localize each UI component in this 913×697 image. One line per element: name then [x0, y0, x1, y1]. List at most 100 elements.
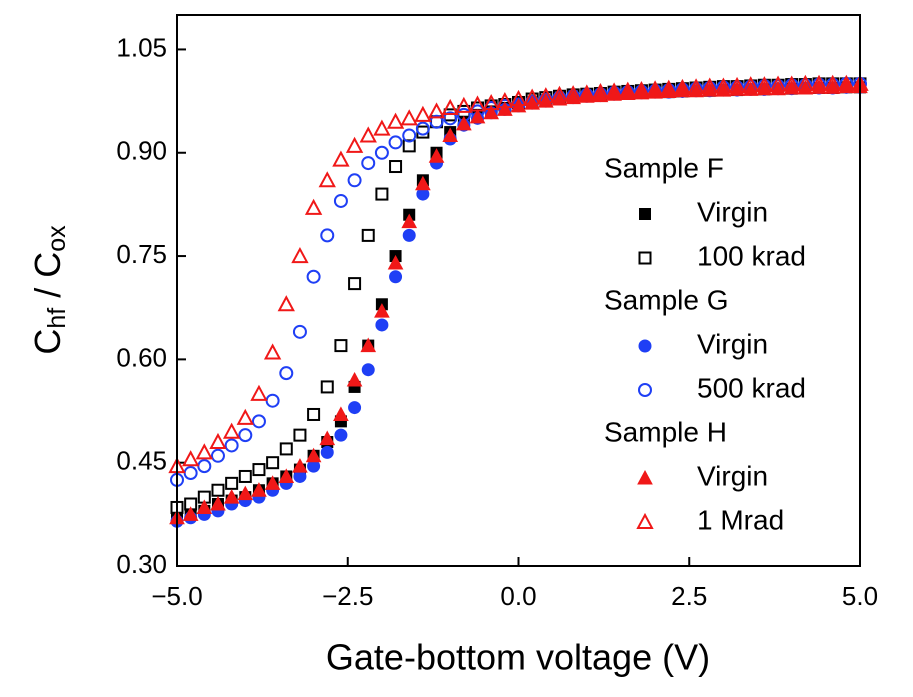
data-point: [375, 187, 389, 201]
y-label-sub: ox: [43, 225, 71, 252]
data-point: [414, 105, 432, 122]
data-point: [401, 213, 418, 229]
data-point: [523, 88, 541, 105]
data-point: [195, 443, 213, 460]
data-point: [318, 171, 336, 188]
data-point: [374, 303, 390, 318]
data-point: [346, 371, 363, 387]
x-tick-label: 2.5: [671, 581, 707, 611]
data-point: [824, 74, 842, 91]
data-point: [347, 173, 362, 188]
data-point: [468, 95, 487, 112]
data-point: [211, 483, 225, 497]
data-point: [415, 175, 431, 191]
data-point: [182, 506, 199, 521]
legend-label: 1 Mrad: [697, 504, 784, 535]
legend-marker: [639, 208, 651, 220]
data-point: [252, 463, 266, 477]
data-point: [389, 270, 403, 284]
y-label-part: C: [27, 329, 68, 355]
legend-label: Virgin: [697, 460, 768, 491]
data-point: [537, 87, 555, 104]
data-point: [277, 295, 295, 312]
data-point: [224, 438, 239, 453]
data-point: [660, 79, 678, 96]
data-point: [632, 80, 651, 98]
data-point: [428, 148, 445, 163]
data-point: [293, 428, 307, 442]
data-point: [307, 407, 321, 421]
data-point: [264, 475, 281, 490]
data-point: [810, 74, 828, 91]
data-point: [361, 228, 375, 242]
data-point: [605, 82, 623, 99]
data-point: [456, 115, 472, 131]
data-point: [183, 466, 198, 481]
data-point: [359, 126, 377, 143]
data-point: [537, 93, 554, 108]
data-point: [291, 246, 309, 264]
data-point: [320, 445, 334, 459]
data-point: [348, 277, 362, 291]
legend-marker: [638, 383, 652, 397]
data-point: [427, 102, 446, 119]
data-point: [769, 75, 787, 92]
data-point: [783, 75, 801, 92]
data-point: [837, 74, 856, 91]
x-tick-label: 0.0: [500, 581, 536, 611]
data-point: [196, 499, 213, 514]
y-tick-label: 1.05: [116, 32, 167, 62]
data-point: [687, 78, 705, 95]
data-point: [181, 450, 200, 467]
x-tick-label: 5.0: [842, 581, 878, 611]
data-point: [292, 458, 308, 473]
data-point: [742, 76, 760, 93]
data-point: [714, 77, 733, 94]
data-point: [619, 81, 637, 98]
data-point: [402, 139, 416, 153]
data-point: [209, 432, 227, 450]
legend-group-title: Sample H: [604, 416, 727, 447]
data-point: [361, 363, 375, 377]
x-tick-label: −2.5: [322, 581, 373, 611]
data-point: [238, 469, 252, 483]
legend-marker: [637, 469, 653, 485]
y-tick-label: 0.60: [116, 342, 167, 372]
x-axis-label: Gate-bottom voltage (V): [326, 637, 710, 678]
data-point: [236, 408, 254, 425]
data-point: [388, 135, 403, 150]
data-point: [482, 94, 500, 111]
legend-marker: [638, 339, 652, 353]
data-point: [578, 84, 596, 101]
y-axis-label: Chf / Cox: [27, 225, 71, 355]
data-point: [400, 109, 418, 126]
data-point: [225, 476, 239, 490]
series: [168, 74, 869, 474]
data-point: [701, 77, 719, 94]
data-point: [279, 366, 294, 381]
data-point: [222, 422, 241, 439]
data-point: [361, 156, 376, 171]
data-point: [402, 128, 417, 143]
data-point: [223, 489, 240, 504]
data-point: [320, 228, 335, 243]
y-tick-label: 0.90: [116, 136, 167, 166]
series: [170, 77, 867, 514]
data-point: [389, 160, 403, 174]
data-point: [348, 401, 362, 415]
data-point: [334, 339, 348, 353]
data-point: [509, 89, 528, 107]
data-point: [483, 104, 500, 120]
data-point: [415, 121, 430, 136]
y-tick-label: 0.30: [116, 549, 167, 579]
data-point: [497, 101, 513, 116]
data-point: [646, 80, 664, 97]
y-tick-label: 0.45: [116, 446, 167, 476]
data-point: [386, 112, 405, 129]
data-point: [332, 150, 350, 167]
data-point: [278, 468, 295, 483]
data-point: [292, 324, 307, 339]
data-point: [455, 96, 473, 113]
data-point: [251, 414, 266, 429]
